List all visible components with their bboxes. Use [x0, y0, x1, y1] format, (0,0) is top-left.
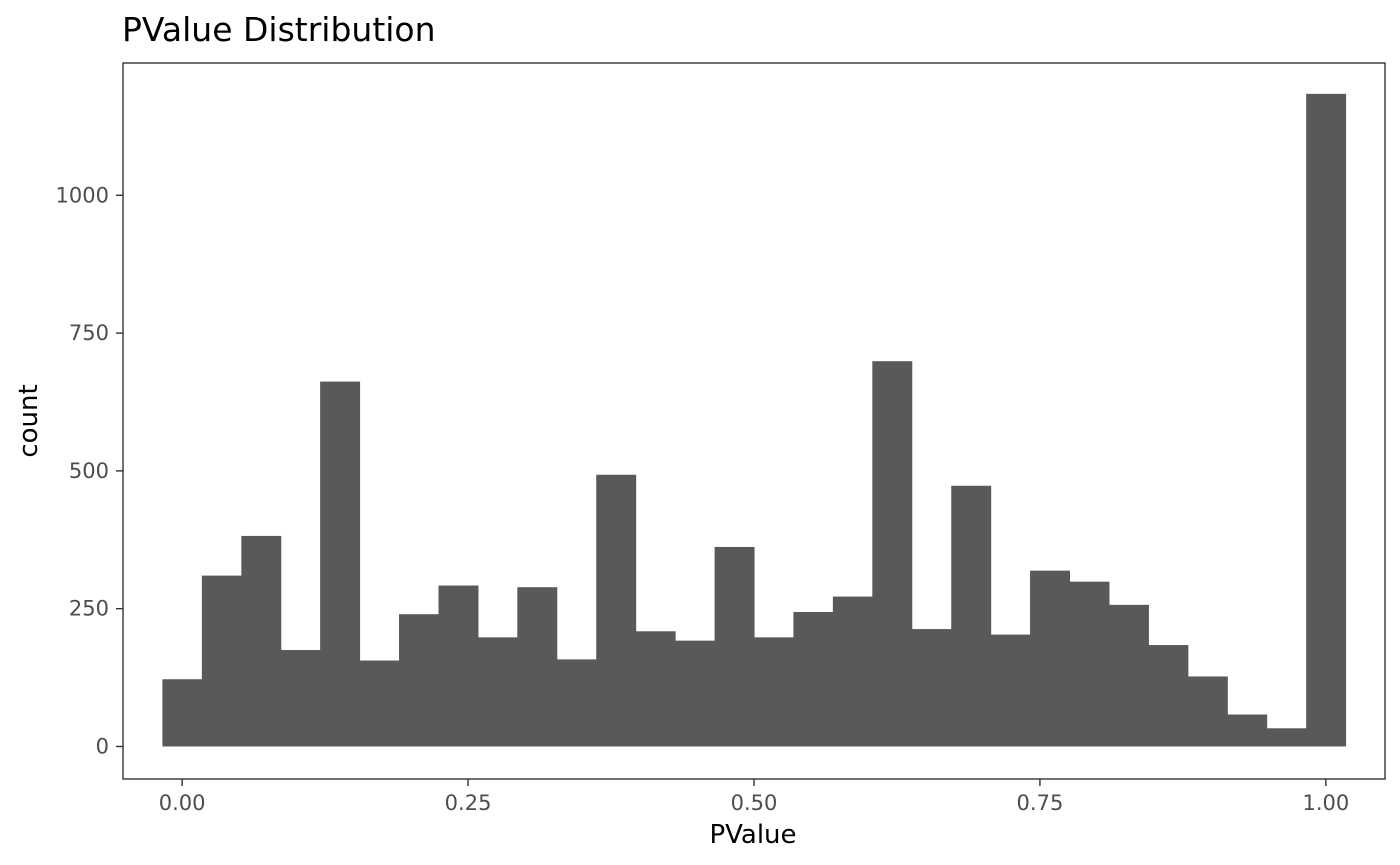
histogram-bar — [872, 361, 913, 747]
y-axis: 0 250 500 750 1000 — [56, 183, 123, 758]
x-tick-label: 0.50 — [731, 791, 778, 815]
histogram-bar — [477, 637, 518, 747]
y-tick-label: 500 — [69, 459, 109, 483]
x-tick-label: 0.75 — [1017, 791, 1064, 815]
histogram-bar — [1030, 570, 1070, 747]
histogram-bar — [241, 535, 282, 747]
histogram-bar — [1148, 645, 1189, 747]
y-tick-label: 750 — [69, 321, 109, 345]
histogram-bar — [399, 614, 439, 747]
x-tick-label: 0.00 — [159, 791, 206, 815]
histogram-bar — [320, 381, 361, 747]
histogram-bar — [753, 637, 794, 747]
y-tick-label: 250 — [69, 597, 109, 621]
histogram-bar — [359, 660, 400, 747]
histogram-bar — [635, 631, 676, 747]
chart-title: PValue Distribution — [122, 10, 436, 49]
histogram-bar — [1227, 714, 1268, 747]
x-axis: 0.00 0.25 0.50 0.75 1.00 — [159, 779, 1349, 815]
histogram-bar — [201, 575, 242, 747]
histogram-bar — [517, 587, 558, 747]
x-tick-label: 0.25 — [445, 791, 492, 815]
histogram-bar — [438, 585, 479, 747]
histogram-bar — [714, 546, 755, 747]
histogram-bar — [675, 640, 716, 747]
histogram-bar — [1069, 581, 1110, 747]
x-axis-title: PValue — [709, 820, 796, 850]
y-tick-label: 0 — [96, 734, 109, 758]
histogram-bar — [951, 485, 992, 747]
histogram-bar — [280, 650, 321, 747]
histogram-bar — [793, 611, 834, 747]
histogram-bar — [911, 629, 952, 747]
histogram-bar — [1266, 728, 1307, 747]
y-axis-title: count — [14, 384, 44, 457]
histogram-bar — [556, 659, 597, 747]
histogram-bar — [1306, 93, 1347, 747]
histogram-bar — [990, 634, 1031, 747]
x-tick-label: 1.00 — [1302, 791, 1349, 815]
histogram-bar — [832, 596, 873, 747]
bars-group — [162, 93, 1347, 747]
histogram-bar — [1108, 604, 1149, 747]
histogram-bar — [1187, 676, 1228, 747]
histogram-bar — [162, 679, 203, 747]
histogram-bar — [596, 474, 637, 747]
y-tick-label: 1000 — [56, 183, 109, 207]
